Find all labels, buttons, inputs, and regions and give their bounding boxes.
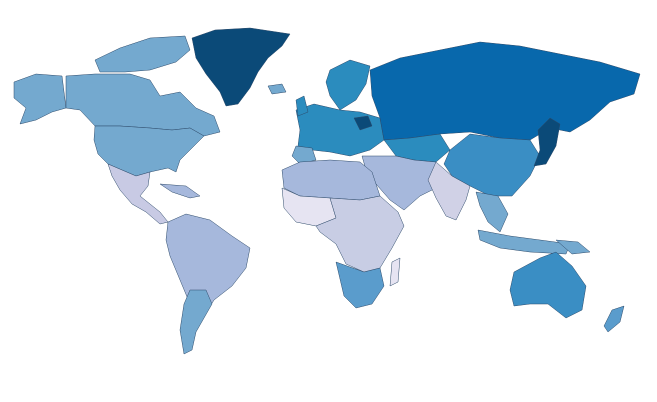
southern-africa — [335, 261, 385, 309]
uk — [295, 95, 309, 117]
china — [443, 133, 541, 197]
india — [427, 161, 471, 221]
usa — [93, 125, 205, 177]
belarus — [353, 115, 373, 131]
central-america — [107, 163, 169, 225]
indonesia — [477, 229, 571, 255]
southeast-asia — [475, 191, 509, 233]
caribbean — [159, 183, 201, 199]
japan — [533, 117, 561, 167]
scandinavia — [325, 59, 371, 111]
papua — [555, 239, 591, 255]
alaska — [13, 73, 67, 125]
greenland — [191, 27, 291, 107]
iceland — [267, 83, 287, 95]
canada — [65, 73, 221, 137]
argentina — [179, 289, 213, 355]
russia — [369, 41, 641, 141]
new-zealand — [603, 305, 625, 333]
canada-islands — [94, 35, 191, 73]
south-america-north — [165, 213, 251, 317]
australia — [509, 251, 587, 319]
madagascar — [389, 257, 401, 287]
